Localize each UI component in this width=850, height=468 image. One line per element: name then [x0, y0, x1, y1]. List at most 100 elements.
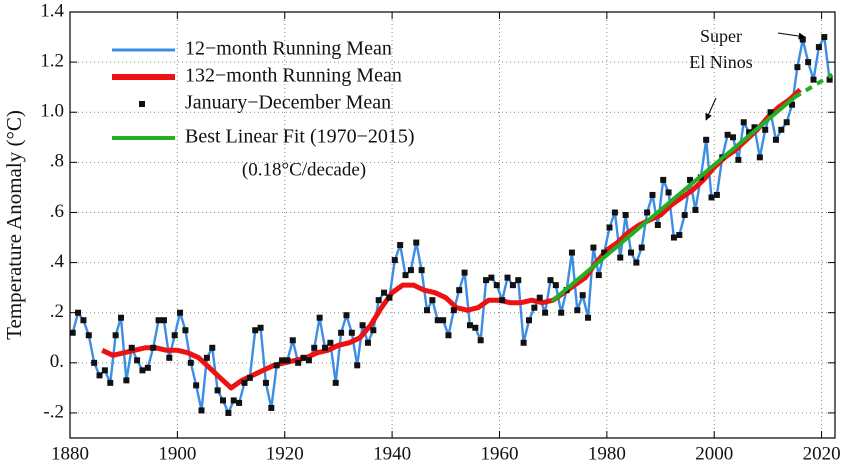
annotation: El Ninos	[689, 52, 753, 72]
data-point	[504, 274, 511, 281]
data-point	[767, 109, 774, 116]
data-point	[300, 354, 307, 361]
data-point	[558, 309, 565, 316]
x-tick-label: 1940	[373, 443, 411, 464]
data-point	[85, 332, 92, 339]
legend-label: Best Linear Fit (1970−2015)	[185, 126, 415, 148]
data-point	[692, 206, 699, 213]
y-tick-label: .4	[50, 251, 65, 272]
data-point	[241, 379, 248, 386]
data-point	[75, 309, 82, 316]
data-point	[515, 277, 522, 284]
data-point	[354, 362, 361, 369]
data-point	[91, 359, 98, 366]
data-point	[370, 327, 377, 334]
data-point	[730, 134, 736, 141]
data-point	[311, 344, 318, 351]
data-point	[644, 209, 651, 216]
data-point	[708, 194, 715, 201]
data-point	[101, 367, 108, 374]
y-tick-label: .6	[50, 201, 64, 222]
data-point	[670, 234, 677, 241]
data-point	[606, 224, 613, 231]
data-point	[724, 131, 731, 138]
data-point	[601, 249, 608, 256]
data-point	[520, 339, 527, 346]
data-point	[638, 244, 645, 251]
legend: 12−month Running Mean 132−month Running M…	[112, 38, 415, 148]
y-tick-label: -.2	[43, 401, 64, 422]
data-point	[783, 119, 790, 126]
plot-frame	[69, 11, 836, 439]
data-point	[246, 374, 253, 381]
data-point	[509, 282, 516, 289]
data-point	[440, 317, 447, 324]
y-axis-label: Temperature Anomaly (°C)	[2, 110, 26, 340]
data-point	[799, 36, 806, 43]
data-point	[418, 267, 425, 274]
data-point	[225, 409, 232, 416]
series-line	[71, 35, 831, 415]
data-point	[740, 119, 747, 126]
data-point	[568, 249, 575, 256]
data-point	[676, 232, 683, 239]
data-point	[552, 282, 559, 289]
data-point	[547, 277, 554, 284]
data-point	[128, 344, 135, 351]
data-point	[649, 191, 656, 198]
data-point	[391, 257, 398, 264]
data-point	[735, 156, 742, 163]
plot	[69, 34, 834, 416]
data-point	[772, 136, 779, 143]
data-point	[746, 129, 753, 136]
data-point	[381, 289, 388, 296]
data-point	[622, 211, 629, 218]
data-point	[815, 44, 822, 51]
data-point	[617, 254, 624, 261]
data-point	[203, 354, 210, 361]
data-point	[751, 124, 758, 131]
data-point	[375, 297, 382, 304]
data-point	[273, 362, 280, 369]
data-point	[397, 242, 404, 249]
data-point	[214, 387, 221, 394]
data-point	[316, 314, 323, 321]
data-point	[794, 64, 801, 71]
data-point	[112, 332, 119, 339]
annotation: Super	[700, 26, 742, 46]
data-point	[364, 339, 371, 346]
data-point	[155, 317, 162, 324]
data-point	[209, 344, 216, 351]
data-point	[595, 272, 602, 279]
data-point	[413, 239, 420, 246]
data-point	[193, 382, 200, 389]
arrow	[705, 97, 717, 121]
y-tick-label: 1.2	[40, 50, 64, 71]
data-point	[150, 344, 157, 351]
data-point	[579, 292, 586, 299]
data-point	[295, 359, 302, 366]
x-tick-label: 1960	[480, 443, 518, 464]
data-point	[531, 304, 538, 311]
data-point	[252, 327, 259, 334]
data-point	[96, 372, 103, 379]
data-point	[144, 364, 151, 371]
data-point	[407, 267, 414, 274]
x-tick-label: 1880	[51, 443, 89, 464]
data-point	[268, 404, 275, 411]
x-tick-label: 2000	[695, 443, 733, 464]
data-point	[450, 307, 457, 314]
data-point	[284, 357, 291, 364]
data-point	[322, 344, 328, 351]
series-line	[101, 87, 802, 391]
data-point	[687, 176, 694, 183]
data-point	[429, 297, 436, 304]
data-point	[654, 222, 661, 228]
data-point	[257, 324, 264, 331]
data-point	[461, 269, 468, 276]
y-tick-label: 1.0	[40, 101, 64, 122]
data-point	[585, 314, 592, 321]
data-point	[665, 189, 672, 196]
data-point	[499, 297, 506, 304]
legend-label: 132−month Running Mean	[185, 65, 402, 87]
